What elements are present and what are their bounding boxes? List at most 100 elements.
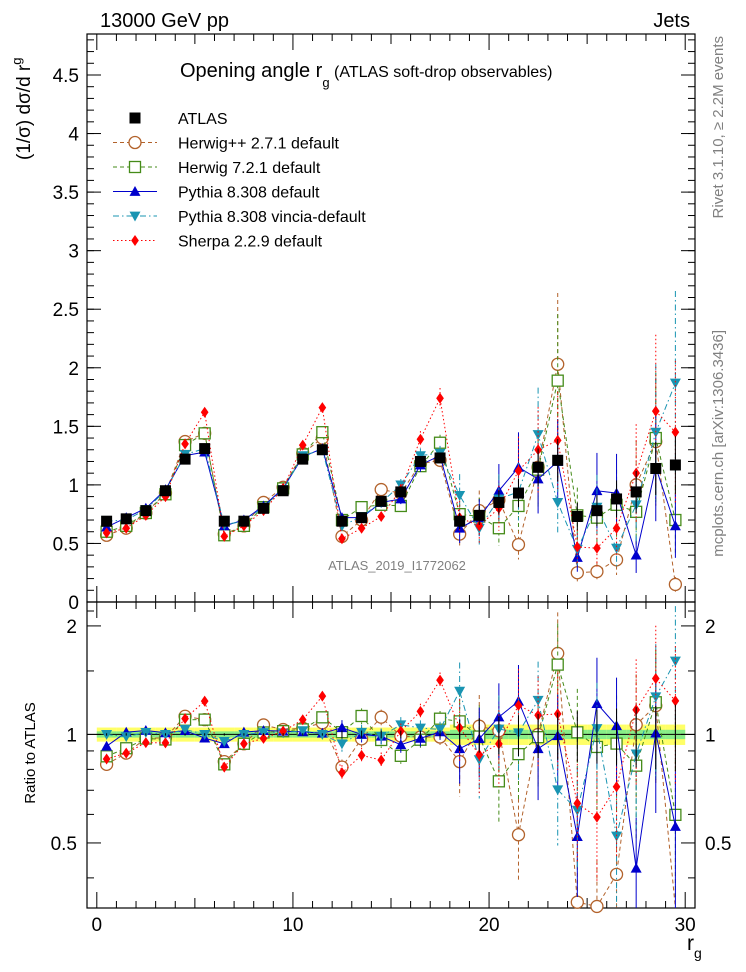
data-point bbox=[120, 513, 132, 525]
ratio-series-4 bbox=[101, 606, 681, 906]
ratio-point bbox=[259, 732, 268, 744]
data-point bbox=[395, 493, 407, 504]
ratio-line bbox=[106, 677, 676, 818]
legend-marker bbox=[128, 160, 142, 174]
ratio-point bbox=[416, 705, 425, 717]
y-tick-label: 0 bbox=[68, 593, 79, 614]
series-line bbox=[106, 382, 676, 551]
ratio-point bbox=[436, 674, 444, 686]
data-point bbox=[669, 378, 681, 389]
ratio-point bbox=[141, 737, 150, 749]
data-point bbox=[218, 515, 230, 527]
ratio-point bbox=[122, 747, 131, 759]
x-axis-ticks: 0 10 20 30 bbox=[92, 34, 696, 936]
y-tick-label: 1.5 bbox=[53, 417, 79, 438]
ratio-point bbox=[101, 740, 113, 751]
legend-label: Pythia 8.308 vincia-default bbox=[178, 209, 366, 226]
x-tick-label: 20 bbox=[478, 915, 499, 936]
ratio-point bbox=[551, 658, 564, 671]
main-series-layer bbox=[99, 291, 683, 592]
data-point bbox=[590, 564, 604, 579]
y-tick-label: 0.5 bbox=[53, 534, 79, 555]
data-point bbox=[611, 493, 623, 505]
category-label: Jets bbox=[653, 10, 690, 32]
ratio-point bbox=[395, 739, 407, 750]
data-point bbox=[318, 402, 327, 414]
legend-label: Herwig++ 2.7.1 default bbox=[178, 136, 340, 153]
ratio-tick-label-right: 2 bbox=[705, 617, 716, 638]
rivet-version-label: Rivet 3.1.10, ≥ 2.2M events bbox=[710, 36, 727, 219]
data-point bbox=[356, 512, 368, 524]
x-tick-label: 0 bbox=[92, 915, 103, 936]
data-point bbox=[140, 505, 152, 517]
ratio-point bbox=[434, 725, 446, 735]
data-point bbox=[492, 522, 506, 535]
ratio-point bbox=[318, 690, 327, 702]
series-0 bbox=[101, 436, 681, 531]
data-point bbox=[336, 515, 348, 527]
process-label: 13000 GeV pp bbox=[100, 10, 229, 32]
legend-label: Pythia 8.308 default bbox=[178, 185, 320, 202]
y-tick-label: 1 bbox=[68, 476, 79, 497]
ratio-point bbox=[570, 895, 584, 909]
data-point bbox=[414, 455, 426, 467]
ratio-point bbox=[591, 698, 603, 708]
y-tick-label: 2 bbox=[68, 359, 79, 380]
ratio-point bbox=[395, 720, 407, 731]
ratio-point bbox=[651, 672, 660, 684]
data-point bbox=[436, 392, 444, 404]
ratio-point bbox=[571, 805, 583, 816]
chart-title: Opening angle rg (ATLAS soft-drop observ… bbox=[180, 60, 552, 90]
ratio-tick-label-right: 1 bbox=[705, 725, 716, 746]
data-point bbox=[473, 509, 485, 521]
ratio-point bbox=[374, 710, 388, 724]
ratio-line bbox=[106, 700, 676, 869]
data-point bbox=[532, 461, 544, 473]
data-point bbox=[650, 462, 662, 474]
ratio-point bbox=[336, 739, 348, 750]
series-line bbox=[106, 396, 676, 549]
ratio-point bbox=[377, 754, 386, 766]
data-point bbox=[514, 465, 523, 477]
ratio-tick-label: 2 bbox=[66, 617, 77, 638]
x-axis-label: rg bbox=[687, 932, 702, 961]
data-point bbox=[122, 522, 131, 534]
data-point bbox=[571, 551, 583, 562]
data-point bbox=[375, 495, 387, 507]
ratio-point bbox=[493, 711, 505, 722]
data-point bbox=[416, 433, 425, 445]
data-point bbox=[669, 459, 681, 471]
data-point bbox=[573, 541, 582, 553]
data-point bbox=[552, 498, 564, 508]
ratio-point bbox=[297, 726, 309, 737]
data-point bbox=[651, 405, 660, 417]
ratio-point bbox=[181, 713, 189, 725]
data-point bbox=[159, 485, 171, 497]
data-point bbox=[377, 511, 386, 523]
analysis-watermark: ATLAS_2019_I1772062 bbox=[328, 558, 466, 573]
data-point bbox=[630, 549, 642, 560]
x-tick-label: 30 bbox=[675, 915, 696, 936]
data-point bbox=[316, 426, 329, 439]
legend-label: Sherpa 2.2.9 default bbox=[178, 234, 323, 251]
ratio-line bbox=[106, 653, 676, 909]
series-4 bbox=[101, 291, 681, 568]
y-tick-label: 4.5 bbox=[53, 66, 79, 87]
y-tick-label: 3.5 bbox=[53, 183, 79, 204]
ratio-axis-label: Ratio to ATLAS bbox=[22, 702, 39, 803]
ratio-point bbox=[511, 828, 526, 842]
data-point bbox=[395, 486, 407, 498]
data-point bbox=[454, 515, 466, 527]
data-point bbox=[298, 439, 307, 451]
data-point bbox=[355, 500, 368, 514]
data-point bbox=[199, 443, 211, 455]
data-point bbox=[200, 406, 209, 418]
ratio-point bbox=[492, 775, 506, 788]
ratio-point bbox=[220, 761, 229, 773]
x-tick-label: 10 bbox=[282, 915, 303, 936]
ratio-point bbox=[414, 723, 426, 734]
ratio-point bbox=[514, 699, 523, 711]
ratio-point bbox=[338, 767, 346, 779]
ratio-series-2 bbox=[100, 623, 682, 901]
